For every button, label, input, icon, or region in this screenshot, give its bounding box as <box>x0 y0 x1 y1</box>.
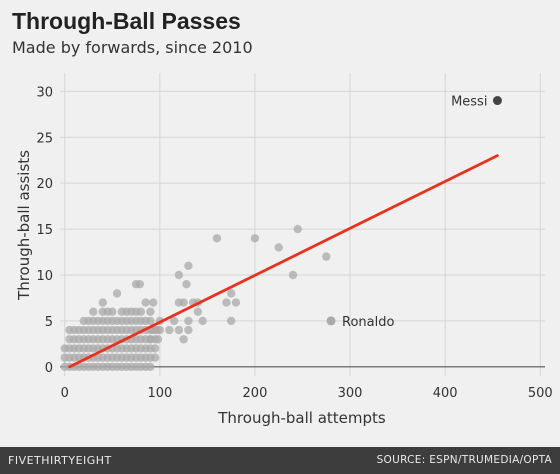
data-point <box>146 335 155 344</box>
data-point <box>193 307 203 316</box>
data-point <box>146 316 155 326</box>
data-point <box>222 298 231 307</box>
chart-subtitle: Made by forwards, since 2010 <box>12 38 253 57</box>
x-tick-label: 500 <box>528 386 553 401</box>
trend-line-group <box>68 154 499 369</box>
x-axis-label: Through-ball attempts <box>217 409 386 427</box>
data-point <box>169 316 179 326</box>
data-point <box>150 353 160 362</box>
data-point <box>108 307 117 316</box>
data-point <box>141 298 150 307</box>
data-point <box>148 298 158 307</box>
data-point <box>135 279 145 289</box>
data-point <box>136 307 146 316</box>
data-point <box>293 224 302 234</box>
data-point <box>179 298 188 307</box>
footer-bar: FIVETHIRTYEIGHT SOURCE: ESPN/TRUMEDIA/OP… <box>0 447 560 474</box>
labeled-point <box>492 96 502 106</box>
y-tick-label: 25 <box>36 131 53 146</box>
data-point <box>322 252 331 261</box>
data-point <box>274 243 283 252</box>
data-point <box>146 307 155 316</box>
data-point <box>165 325 174 335</box>
data-point <box>98 298 107 307</box>
data-point <box>112 289 122 298</box>
data-point <box>184 316 193 326</box>
point-label: Messi <box>451 95 487 110</box>
data-point <box>231 298 241 307</box>
data-point <box>184 325 193 335</box>
y-tick-label: 5 <box>45 315 53 330</box>
data-point <box>150 344 160 353</box>
data-point <box>174 270 184 280</box>
y-axis-label: Through-ball assists <box>15 150 33 301</box>
data-point <box>146 362 155 372</box>
data-point <box>174 325 184 335</box>
chart-title: Through-Ball Passes <box>12 8 241 34</box>
y-tick-label: 20 <box>36 177 53 192</box>
point-label: Ronaldo <box>342 315 394 330</box>
data-point <box>212 234 222 243</box>
y-tick-label: 10 <box>36 269 53 284</box>
data-point <box>288 270 298 280</box>
data-point <box>182 279 191 289</box>
x-tick-label: 100 <box>147 386 172 401</box>
data-point <box>250 234 260 243</box>
x-tick-label: 200 <box>243 386 268 401</box>
x-tick-label: 300 <box>338 386 363 401</box>
grid-lines <box>60 73 545 376</box>
data-point <box>179 335 188 344</box>
data-point <box>198 316 207 326</box>
brand-label: FIVETHIRTYEIGHT <box>8 454 112 467</box>
data-point <box>226 289 236 298</box>
y-tick-label: 15 <box>36 223 53 238</box>
y-tick-label: 30 <box>36 85 53 100</box>
data-point <box>155 325 165 335</box>
x-tick-label: 0 <box>61 386 69 401</box>
highlighted-points: Messi Ronaldo <box>326 95 502 330</box>
x-tick-label: 400 <box>433 386 458 401</box>
data-point <box>184 261 193 271</box>
data-points <box>60 224 331 372</box>
data-point <box>153 335 163 344</box>
y-tick-label: 0 <box>45 361 53 376</box>
source-label: SOURCE: ESPN/TRUMEDIA/OPTA <box>376 454 552 466</box>
data-point <box>89 307 98 316</box>
labeled-point <box>326 316 336 326</box>
data-point <box>226 316 236 326</box>
trend-line <box>68 154 499 369</box>
